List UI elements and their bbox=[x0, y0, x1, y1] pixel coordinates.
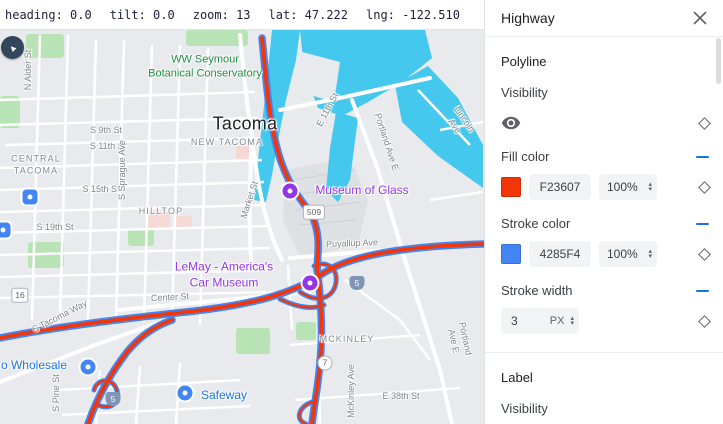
stroke-width-stepper[interactable]: 3 PX ▴ ▾ bbox=[501, 308, 579, 334]
stroke-color-swatch[interactable] bbox=[501, 244, 521, 264]
visibility-control-row bbox=[501, 113, 711, 133]
inheritance-diamond-icon[interactable] bbox=[698, 314, 711, 328]
panel-body: Polyline Visibility Fill color F2360 bbox=[485, 54, 723, 416]
stroke-color-control-row: 4285F4 100% ▴ ▾ bbox=[501, 241, 711, 267]
inheritance-diamond-icon[interactable] bbox=[698, 180, 711, 194]
camera-status-bar: heading: 0.0 tilt: 0.0 zoom: 13 lat: 47.… bbox=[0, 0, 484, 30]
industrial-area bbox=[283, 158, 368, 258]
stroke-color-label: Stroke color bbox=[501, 216, 571, 231]
panel-scrollbar[interactable] bbox=[716, 38, 721, 84]
fill-color-hex-input[interactable]: F23607 bbox=[529, 174, 591, 200]
visibility-label: Visibility bbox=[501, 85, 548, 100]
fill-color-control-row: F23607 100% ▴ ▾ bbox=[501, 174, 711, 200]
override-dash-icon bbox=[696, 155, 709, 158]
stroke-color-hex-input[interactable]: 4285F4 bbox=[529, 241, 591, 267]
stroke-width-unit: PX bbox=[549, 315, 565, 327]
stroke-opacity-stepper[interactable]: 100% ▴ ▾ bbox=[599, 241, 657, 267]
stroke-color-property-row: Stroke color bbox=[501, 216, 709, 231]
fill-color-property-row: Fill color bbox=[501, 149, 709, 164]
stepper-arrows-icon[interactable]: ▴ ▾ bbox=[648, 247, 652, 260]
fill-opacity-value: 100% bbox=[607, 180, 638, 194]
minor-streets bbox=[0, 34, 484, 424]
close-button[interactable] bbox=[691, 9, 709, 27]
stroke-width-control-row: 3 PX ▴ ▾ bbox=[501, 308, 711, 334]
status-lng: lng: -122.510 bbox=[366, 7, 460, 22]
stepper-arrows-icon[interactable]: ▴ ▾ bbox=[648, 180, 652, 193]
stroke-width-label: Stroke width bbox=[501, 283, 573, 298]
highway-polylines bbox=[0, 34, 484, 424]
close-icon bbox=[693, 11, 707, 25]
label-section-title: Label bbox=[501, 370, 533, 385]
compass-arrow-icon: ▲ bbox=[5, 40, 20, 55]
section-divider bbox=[485, 352, 723, 353]
status-zoom: zoom: 13 bbox=[192, 7, 251, 22]
visibility-property-row: Visibility bbox=[501, 85, 709, 100]
status-lat: lat: 47.222 bbox=[268, 7, 349, 22]
override-dash-icon bbox=[696, 289, 709, 292]
stroke-width-value: 3 bbox=[511, 314, 518, 328]
style-panel: Highway Polyline Visibility bbox=[484, 0, 723, 424]
map-canvas[interactable]: WW Seymour Botanical Conservatory Tacoma N… bbox=[0, 30, 484, 424]
stroke-width-property-row: Stroke width bbox=[501, 283, 709, 298]
status-tilt: tilt: 0.0 bbox=[109, 7, 175, 22]
visibility-eye-toggle[interactable] bbox=[501, 113, 521, 133]
eye-icon bbox=[501, 116, 521, 130]
stepper-arrows-icon[interactable]: ▴ ▾ bbox=[570, 314, 574, 327]
inheritance-diamond-icon[interactable] bbox=[698, 247, 711, 261]
map-compass-control[interactable]: ▲ bbox=[1, 36, 24, 59]
label-visibility-label: Visibility bbox=[501, 401, 548, 416]
fill-color-label: Fill color bbox=[501, 149, 550, 164]
pier bbox=[300, 52, 340, 102]
panel-header: Highway bbox=[485, 0, 723, 37]
pink-zones bbox=[148, 146, 252, 230]
override-dash-icon bbox=[696, 222, 709, 225]
inheritance-diamond-icon[interactable] bbox=[698, 116, 711, 130]
label-visibility-property-row: Visibility bbox=[501, 401, 709, 416]
panel-title: Highway bbox=[501, 10, 555, 26]
fill-color-swatch[interactable] bbox=[501, 177, 521, 197]
map-artwork bbox=[0, 30, 484, 424]
polyline-section-title: Polyline bbox=[501, 54, 547, 69]
fill-opacity-stepper[interactable]: 100% ▴ ▾ bbox=[599, 174, 657, 200]
status-heading: heading: 0.0 bbox=[5, 7, 92, 22]
stroke-opacity-value: 100% bbox=[607, 247, 638, 261]
